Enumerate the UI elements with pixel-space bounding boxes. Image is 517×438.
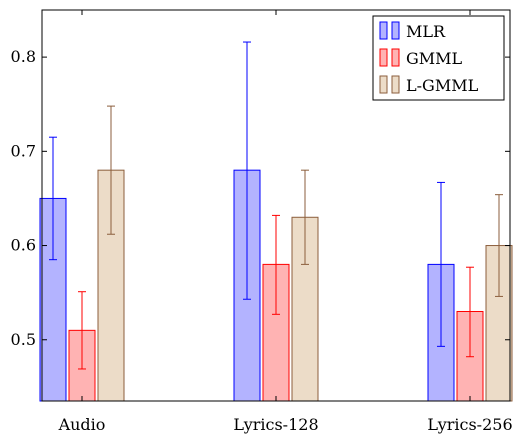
error-bar-mlr-lyrics-256 — [437, 181, 445, 347]
legend-swatch — [391, 75, 400, 94]
error-bar-mlr-lyrics-128 — [243, 41, 251, 300]
error-bar-l-gmml-audio — [107, 105, 115, 235]
error-bar-gmml-lyrics-256 — [466, 266, 474, 358]
y-tick-label: 0.8 — [11, 47, 36, 66]
x-tick-label: Lyrics-128 — [233, 415, 318, 434]
legend-label: L-GMML — [406, 76, 479, 95]
y-tick-label: 0.7 — [11, 141, 36, 160]
legend-label: GMML — [406, 49, 463, 68]
legend-entry-l-gmml: L-GMML — [379, 75, 479, 95]
axes-layer: 0.5 0.6 0.7 0.8 Audio Lyrics-128 Lyrics-256 — [11, 9, 513, 434]
legend-swatch — [379, 75, 388, 94]
x-tick-label: Audio — [58, 415, 106, 434]
error-bar-mlr-audio — [49, 136, 57, 261]
legend: MLR GMML L-GMML — [372, 15, 505, 101]
legend-swatch — [391, 21, 400, 40]
legend-entry-mlr: MLR — [379, 21, 446, 41]
bars-layer — [39, 41, 513, 402]
y-tick-label: 0.6 — [11, 236, 36, 255]
legend-swatch — [379, 21, 388, 40]
error-bar-l-gmml-lyrics-128 — [301, 169, 309, 265]
legend-entry-gmml: GMML — [379, 48, 463, 68]
error-bar-gmml-audio — [78, 291, 86, 370]
y-tick-label: 0.5 — [11, 330, 36, 349]
error-bar-l-gmml-lyrics-256 — [495, 194, 503, 297]
legend-swatch — [391, 48, 400, 67]
x-tick-label: Lyrics-256 — [427, 415, 512, 434]
error-bar-gmml-lyrics-128 — [272, 214, 280, 315]
legend-label: MLR — [406, 22, 446, 41]
legend-swatch — [379, 48, 388, 67]
